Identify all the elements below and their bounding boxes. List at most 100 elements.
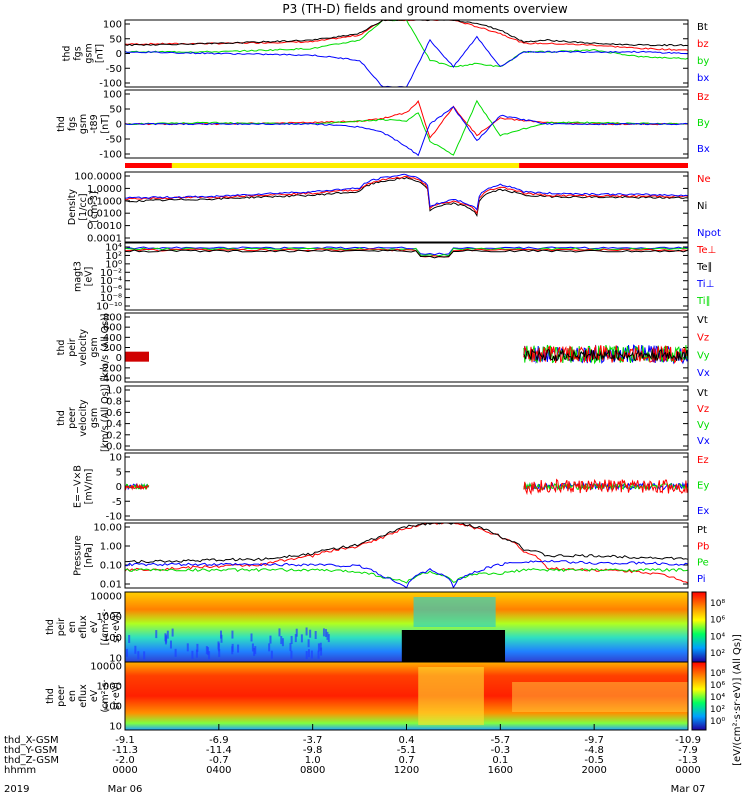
series-bz — [124, 19, 689, 51]
spectrogram-speck — [310, 650, 313, 659]
spectrogram-speck — [195, 649, 198, 658]
y-axis-label: sr·eV) — [111, 682, 122, 710]
x-end-date: Mar 07 — [671, 784, 706, 795]
legend-entry: Vx — [697, 368, 710, 379]
y-tick-label: 0.0010 — [87, 221, 122, 232]
velocity-burst — [125, 351, 149, 362]
y-axis-label: sr·eV)] — [111, 611, 122, 643]
legend-entry: Pb — [697, 541, 709, 552]
spectrogram-speck — [295, 628, 298, 637]
y-axis-label: [km/s (All Qs)] — [100, 314, 111, 382]
x-tick-label: -11.4 — [206, 745, 232, 756]
y-tick-label: 0 — [116, 49, 122, 60]
y-tick-label: 1000 — [97, 682, 122, 693]
spectrogram-speck — [205, 646, 208, 655]
x-row-label: hhmm — [4, 765, 36, 776]
y-tick-label: 10 — [109, 722, 122, 733]
panel-frame — [124, 171, 689, 243]
colorbar-tick-label: 10⁴ — [710, 632, 725, 642]
panel-p8: 10.00 1.00 0.10 0.01 Pressure [nPa] Pt Pb Pe Pi — [73, 522, 709, 591]
x-tick-label: 0000 — [675, 765, 700, 776]
spectrogram-speck — [326, 631, 329, 640]
y-axis-label: (cm²·s· — [100, 680, 111, 713]
spectrogram-speck — [289, 643, 292, 652]
legend-entry: Vz — [697, 404, 709, 415]
legend-entry: by — [697, 56, 709, 67]
y-axis-label: [eV] — [84, 267, 95, 287]
x-tick-label: 2000 — [581, 765, 606, 776]
series-Bt — [124, 19, 689, 47]
spectrogram-speck — [268, 643, 271, 652]
y-tick-label: 10 — [109, 453, 122, 464]
y-tick-label: 0 — [116, 482, 122, 493]
colorbar-label: [eV/(cm²·s·sr·eV)] (All Qs)] — [732, 634, 743, 766]
y-tick-label: 10000 — [90, 662, 122, 673]
y-tick-label: 0.01 — [100, 580, 122, 591]
colorbar-tick-label: 10⁸ — [710, 599, 725, 609]
spectrogram-speck — [319, 642, 322, 651]
spectrogram-patch — [512, 682, 688, 712]
y-tick-label: 0.2 — [106, 430, 122, 441]
x-tick-label: -0.7 — [209, 755, 229, 766]
colorbar — [691, 661, 707, 731]
y-axis-label: gsm — [89, 337, 100, 357]
x-tick-label: 0.1 — [492, 755, 508, 766]
spectrogram-speck — [254, 646, 257, 655]
x-tick-label: -11.3 — [112, 745, 138, 756]
legend-entry: Vt — [697, 315, 708, 326]
series-By — [124, 99, 689, 156]
spectrogram-speck — [128, 634, 131, 643]
colorbar-tick-label: 10⁶ — [710, 681, 725, 691]
legend-entry: Te∥ — [696, 262, 713, 273]
y-tick-label: 0.10 — [100, 561, 122, 572]
legend-entry: Ni — [697, 201, 707, 212]
x-tick-label: -7.9 — [678, 745, 698, 756]
legend-entry: Pt — [697, 525, 707, 536]
y-tick-label: 0 — [116, 120, 122, 131]
y-tick-label: 10 — [109, 654, 122, 665]
spectrogram-speck — [155, 630, 158, 639]
y-tick-label: 0.6 — [106, 408, 122, 419]
x-tick-label: -5.7 — [491, 735, 511, 746]
spectrogram-speck — [269, 635, 272, 644]
panel-frame — [124, 19, 689, 88]
colorbar-tick-label: 10⁴ — [710, 693, 725, 703]
y-tick-label: 0 — [116, 353, 122, 364]
panel-p7: 10 5 0 -5 -10 E=−V×B [mV/m] Ez Ey Ex — [73, 452, 709, 523]
spectrogram-speck — [196, 643, 199, 652]
spectrogram-speck — [231, 646, 234, 655]
x-tick-label: 1200 — [394, 765, 419, 776]
y-tick-label: 1.0 — [106, 386, 122, 397]
spectrogram-speck — [317, 650, 320, 659]
x-tick-label: -6.9 — [209, 735, 229, 746]
y-tick-label: -100 — [99, 150, 122, 161]
y-axis-label: gsm — [78, 114, 89, 134]
y-tick-label: 0.0100 — [87, 209, 122, 220]
spectrogram-speck — [307, 649, 310, 658]
panel-frame — [124, 242, 689, 311]
legend-entry: Bt — [697, 22, 708, 33]
spectrogram-speck — [253, 648, 256, 657]
colorbar-tick-label: 10⁸ — [710, 669, 725, 679]
y-tick-label: 10² — [105, 251, 122, 262]
x-start-date: Mar 06 — [108, 784, 143, 795]
y-tick-label: -400 — [99, 374, 122, 385]
y-axis-label: [(cm²·s· — [100, 609, 111, 646]
y-axis-label: fgs — [67, 117, 78, 131]
velocity-trace — [523, 344, 689, 364]
spectrogram-speck — [166, 630, 169, 639]
spectrogram-speck — [220, 634, 223, 643]
spectrogram-speck — [186, 643, 189, 652]
x-tick-label: 0000 — [112, 765, 137, 776]
y-tick-label: 10⁴ — [105, 243, 122, 254]
y-tick-label: -100 — [99, 79, 122, 90]
x-tick-label: -0.3 — [491, 745, 511, 756]
status-segment-yellow — [171, 163, 520, 168]
panel-p6: 1.00.80.60.40.20.0 thd peer velocity gsm [km/… — [56, 384, 710, 452]
spectrogram-speck — [191, 650, 194, 659]
velocity-trace — [523, 348, 689, 362]
spectrogram-speck — [314, 630, 317, 639]
